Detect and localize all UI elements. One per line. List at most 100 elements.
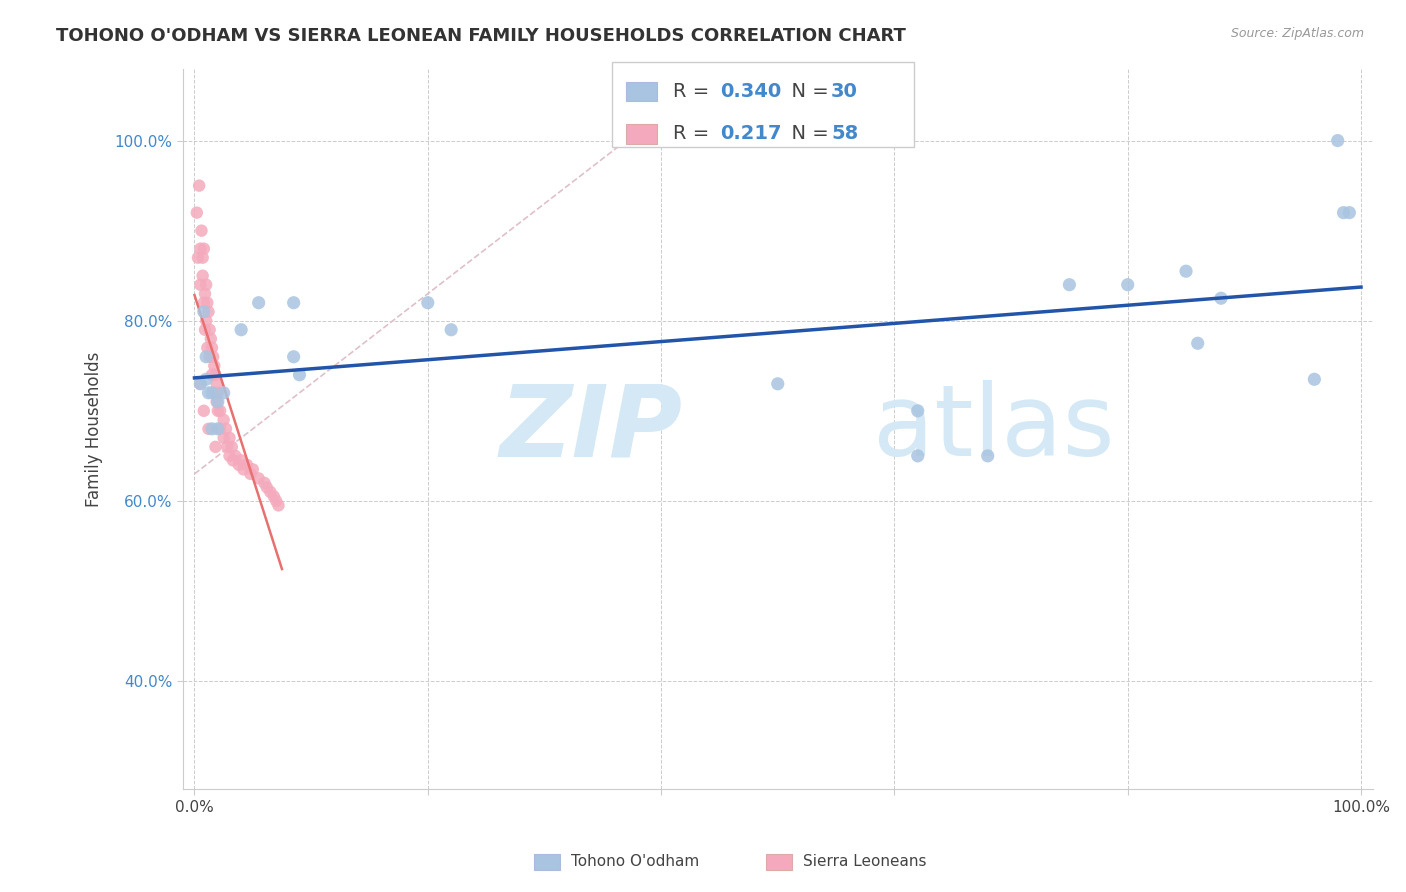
Point	[247, 295, 270, 310]
Text: Tohono O'odham: Tohono O'odham	[571, 855, 699, 869]
Point	[209, 404, 232, 418]
Point	[195, 314, 218, 328]
Point	[195, 350, 218, 364]
Point	[224, 449, 246, 463]
Text: TOHONO O'ODHAM VS SIERRA LEONEAN FAMILY HOUSEHOLDS CORRELATION CHART: TOHONO O'ODHAM VS SIERRA LEONEAN FAMILY …	[56, 27, 905, 45]
Point	[267, 499, 290, 513]
Point	[194, 286, 217, 301]
Point	[416, 295, 439, 310]
Point	[1339, 205, 1361, 219]
Point	[204, 440, 226, 454]
Point	[217, 440, 239, 454]
Point	[1333, 205, 1355, 219]
Point	[194, 323, 217, 337]
Point	[907, 404, 929, 418]
Point	[283, 350, 305, 364]
Point	[197, 422, 219, 436]
Point	[188, 376, 211, 391]
Point	[256, 480, 278, 494]
Point	[205, 376, 228, 391]
Y-axis label: Family Households: Family Households	[86, 351, 103, 507]
Text: 0.217: 0.217	[720, 124, 782, 144]
Point	[197, 385, 219, 400]
Point	[200, 332, 222, 346]
Point	[259, 484, 281, 499]
Point	[195, 372, 218, 386]
Point	[202, 350, 225, 364]
Point	[239, 467, 262, 481]
Point	[242, 462, 264, 476]
Point	[253, 475, 276, 490]
Point	[1187, 336, 1209, 351]
Point	[236, 458, 259, 472]
Point	[207, 394, 229, 409]
Point	[766, 376, 789, 391]
Point	[188, 178, 211, 193]
Point	[188, 242, 211, 256]
Point	[264, 494, 287, 508]
Point	[187, 251, 209, 265]
Point	[221, 440, 243, 454]
Point	[193, 295, 215, 310]
Point	[218, 449, 240, 463]
Point	[231, 323, 253, 337]
Text: Source: ZipAtlas.com: Source: ZipAtlas.com	[1230, 27, 1364, 40]
Point	[195, 295, 218, 310]
Point	[188, 277, 211, 292]
Point	[207, 385, 229, 400]
Text: ZIP: ZIP	[499, 380, 682, 477]
Point	[191, 251, 214, 265]
Point	[440, 323, 463, 337]
Point	[977, 449, 1000, 463]
Point	[195, 277, 218, 292]
Point	[195, 341, 218, 355]
Point	[207, 404, 229, 418]
Point	[198, 323, 221, 337]
Point	[202, 359, 225, 373]
Text: atlas: atlas	[873, 380, 1115, 477]
Point	[218, 431, 240, 445]
Point	[222, 453, 245, 467]
Point	[201, 422, 224, 436]
Point	[1303, 372, 1326, 386]
Point	[201, 368, 224, 382]
Text: 30: 30	[831, 82, 858, 101]
Point	[212, 431, 235, 445]
Point	[204, 385, 226, 400]
Point	[247, 471, 270, 485]
Point	[212, 413, 235, 427]
Point	[1175, 264, 1198, 278]
Point	[193, 304, 215, 318]
Text: N =: N =	[779, 124, 835, 144]
Text: R =: R =	[673, 82, 716, 101]
Point	[1209, 291, 1232, 305]
Point	[201, 341, 224, 355]
Point	[193, 242, 215, 256]
Point	[231, 453, 253, 467]
Point	[186, 205, 208, 219]
Point	[228, 458, 250, 472]
Point	[1116, 277, 1139, 292]
Point	[197, 304, 219, 318]
Text: 0.340: 0.340	[720, 82, 782, 101]
Text: R =: R =	[673, 124, 716, 144]
Point	[191, 268, 214, 283]
Point	[1059, 277, 1081, 292]
Text: Sierra Leoneans: Sierra Leoneans	[803, 855, 927, 869]
Point	[215, 422, 238, 436]
Point	[283, 295, 305, 310]
Point	[198, 350, 221, 364]
Point	[263, 489, 285, 503]
Point	[288, 368, 311, 382]
Point	[232, 462, 254, 476]
Point	[201, 385, 224, 400]
Point	[209, 422, 232, 436]
Text: N =: N =	[779, 82, 835, 101]
Point	[190, 224, 212, 238]
Point	[205, 394, 228, 409]
Text: 58: 58	[831, 124, 858, 144]
Point	[1326, 134, 1348, 148]
Point	[212, 385, 235, 400]
Point	[207, 422, 229, 436]
Point	[204, 368, 226, 382]
